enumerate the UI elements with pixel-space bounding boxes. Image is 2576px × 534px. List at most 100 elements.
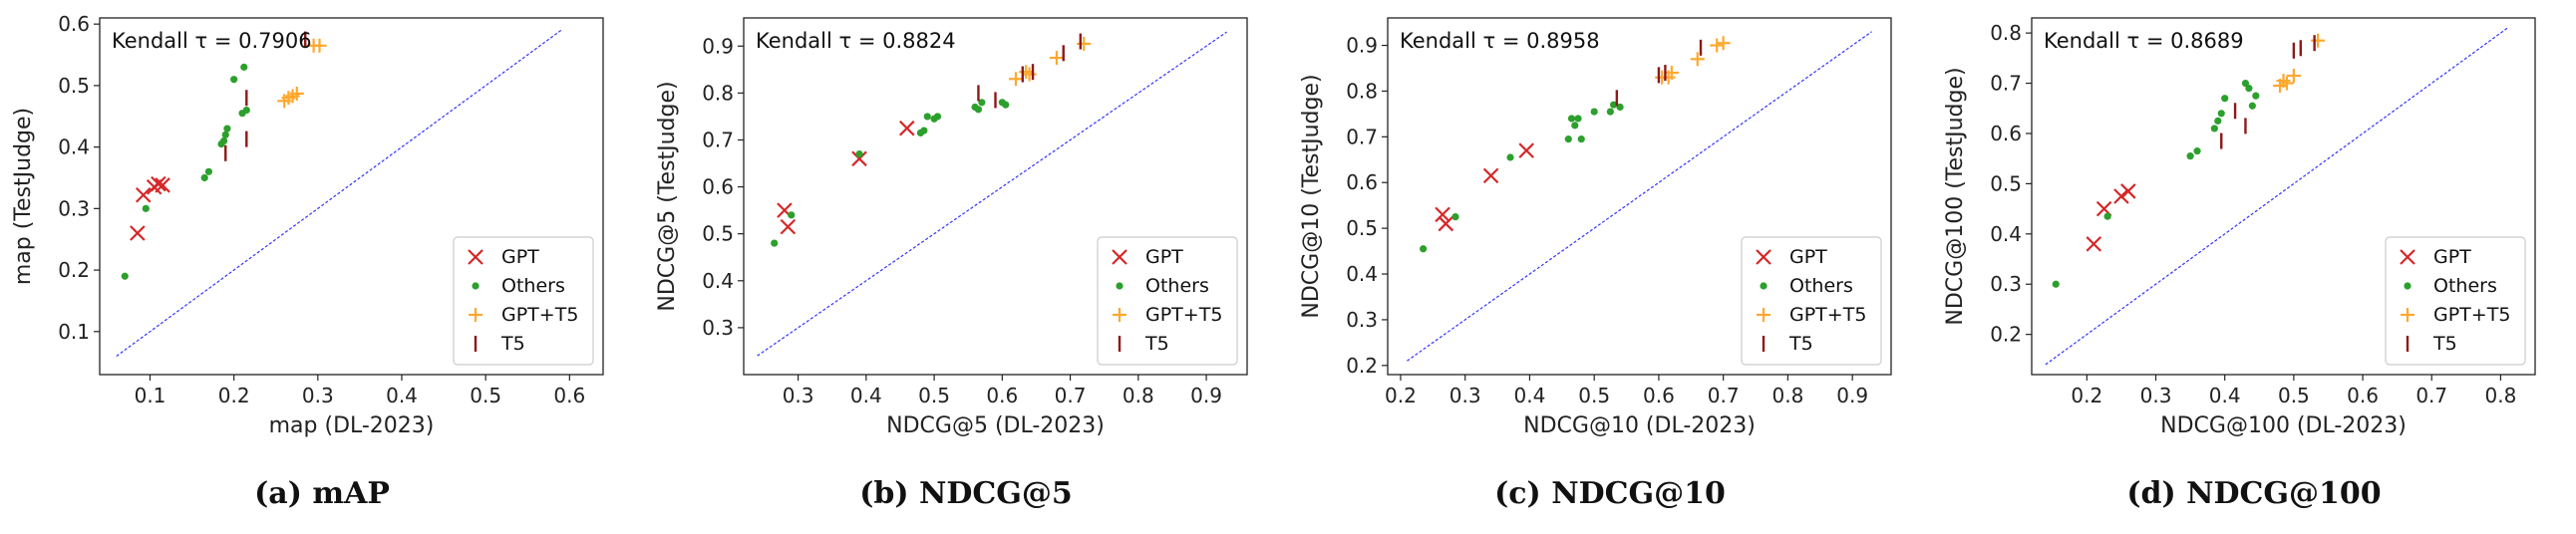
y-tick-label: 0.4: [1990, 222, 2022, 246]
legend-marker: [2401, 308, 2415, 322]
y-tick: 0.7: [1346, 125, 1388, 148]
y-tick-label: 0.5: [58, 74, 90, 98]
point-others: [978, 99, 986, 107]
x-tick-label: 0.3: [302, 384, 334, 407]
x-tick: 0.7: [2415, 375, 2447, 407]
x-tick: 0.5: [918, 375, 950, 407]
x-tick-label: 0.5: [470, 384, 501, 407]
data-points: [771, 33, 1092, 247]
diagonal-line: [757, 31, 1227, 357]
legend-marker: [1756, 249, 1771, 265]
x-tick-label: 0.4: [1514, 384, 1546, 407]
point-others: [1420, 245, 1428, 253]
point-others: [1590, 108, 1598, 116]
data-points: [1420, 36, 1731, 253]
y-tick: 0.3: [58, 196, 100, 220]
point-gpt-t5: [1049, 51, 1064, 66]
point-gpt: [2086, 236, 2102, 252]
x-tick: 0.1: [135, 375, 165, 407]
x-tick-label: 0.5: [1578, 384, 1610, 407]
x-tick: 0.6: [1643, 375, 1675, 407]
legend-entry: GPT: [501, 246, 539, 268]
x-tick: 0.2: [1385, 375, 1417, 407]
x-axis-label: NDCG@5 (DL-2023): [886, 413, 1105, 438]
x-tick-label: 0.3: [783, 384, 814, 407]
point-others: [2248, 102, 2256, 110]
point-gpt-t5: [1008, 72, 1023, 87]
y-tick: 0.1: [58, 320, 100, 344]
point-gpt: [1438, 215, 1454, 232]
point-others: [121, 272, 129, 280]
y-tick-label: 0.3: [58, 196, 90, 220]
legend-entry: T5: [2432, 333, 2457, 355]
x-tick-label: 0.6: [2347, 384, 2379, 407]
point-others: [2252, 92, 2260, 100]
x-tick: 0.4: [850, 375, 882, 407]
y-tick-label: 0.3: [1346, 308, 1378, 332]
y-tick-label: 0.6: [1346, 170, 1378, 194]
point-others: [1616, 103, 1624, 112]
y-tick-label: 0.5: [1990, 171, 2022, 195]
x-tick-label: 0.5: [2278, 384, 2310, 407]
y-tick: 0.3: [1346, 308, 1388, 332]
x-tick: 0.2: [218, 375, 250, 407]
y-tick-label: 0.6: [58, 12, 90, 36]
y-tick: 0.5: [58, 74, 100, 98]
point-gpt: [1435, 206, 1450, 223]
kendall-annotation: Kendall τ = 0.8689: [2044, 29, 2244, 53]
point-others: [933, 113, 942, 121]
x-tick-label: 0.9: [1190, 384, 1222, 407]
legend-marker: [2400, 249, 2415, 265]
point-others: [1577, 135, 1585, 143]
point-gpt-t5: [1022, 67, 1037, 82]
x-tick: 0.5: [470, 375, 501, 407]
point-gpt-t5: [1019, 65, 1034, 80]
point-others: [2186, 152, 2194, 160]
panel-map: 0.1 0.2 0.3 0.4 0.5 0.6 0.1 0.2 0.3 0.4 0.5 0.6 map …: [0, 0, 644, 534]
x-axis-label: NDCG@100 (DL-2023): [2160, 413, 2407, 438]
point-gpt-t5: [1716, 36, 1731, 51]
x-tick-label: 0.3: [2140, 384, 2172, 407]
plot-frame: [743, 17, 1248, 376]
y-tick: 0.8: [1990, 21, 2032, 45]
legend-entry: Others: [1789, 275, 1853, 297]
caption: (b) NDCG@5: [859, 476, 1073, 511]
legend: GPT Others GPT+T5 T5: [1741, 236, 1882, 366]
x-axis-label: NDCG@10 (DL-2023): [1523, 413, 1756, 438]
point-others: [788, 211, 796, 219]
y-tick: 0.3: [702, 316, 744, 340]
x-tick-label: 0.5: [918, 384, 950, 407]
legend-entry: T5: [1144, 333, 1169, 355]
x-tick-label: 0.8: [1772, 384, 1804, 407]
y-tick: 0.2: [58, 258, 100, 282]
point-others: [1606, 108, 1614, 116]
y-tick-label: 0.3: [1990, 272, 2022, 296]
x-tick-label: 0.7: [1708, 384, 1740, 407]
legend-entry: GPT: [2433, 246, 2471, 268]
y-tick-label: 0.1: [58, 320, 90, 344]
point-others: [2241, 79, 2250, 88]
x-tick: 0.7: [1055, 375, 1086, 407]
y-tick-label: 0.7: [1990, 72, 2022, 96]
legend-entry: GPT+T5: [1145, 304, 1222, 326]
point-others: [1574, 115, 1582, 123]
point-others: [1567, 115, 1576, 123]
y-tick-label: 0.8: [1990, 21, 2022, 45]
point-others: [204, 167, 213, 175]
point-others: [920, 127, 928, 134]
x-tick-label: 0.3: [1449, 384, 1481, 407]
chart-ndcg5: 0.3 0.4 0.5 0.6 0.7 0.8 0.9 0.3 0.4 0.5 0.6 0.7 0.8 0…: [655, 17, 1248, 438]
x-tick: 0.6: [553, 375, 585, 407]
y-tick-label: 0.7: [702, 128, 734, 151]
x-tick: 0.6: [986, 375, 1018, 407]
point-others: [2214, 117, 2222, 125]
legend-entry: GPT+T5: [1789, 304, 1866, 326]
point-gpt-t5: [1710, 38, 1725, 53]
legend-entry: GPT: [1789, 246, 1827, 268]
x-tick: 0.8: [2485, 375, 2516, 407]
point-others: [221, 131, 229, 138]
kendall-annotation: Kendall τ = 0.7906: [112, 29, 312, 53]
point-others: [855, 150, 863, 158]
y-tick-label: 0.7: [1346, 125, 1378, 148]
panel-ndcg5: 0.3 0.4 0.5 0.6 0.7 0.8 0.9 0.3 0.4 0.5 0.6 0.7 0.8 0…: [644, 0, 1288, 534]
